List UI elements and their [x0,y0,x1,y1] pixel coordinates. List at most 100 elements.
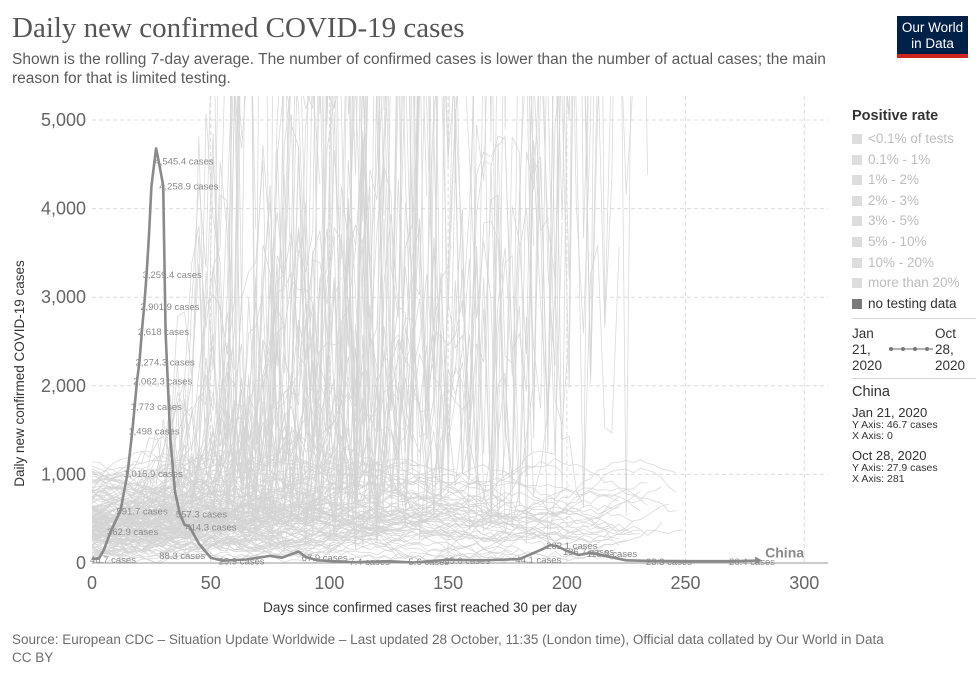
x-tick-label: 250 [671,573,701,593]
data-label: 1,498 cases [128,426,179,437]
series-line-china [91,147,760,564]
data-labels: 46.7 cases 362.9 cases 591.7 cases 1,015.9 … [90,156,775,568]
background-country-line [92,536,256,552]
y-tick-label: 5,000 [41,110,86,130]
owid-logo[interactable]: Our World in Data [897,16,968,58]
background-country-line [92,471,506,529]
legend-label: 10% - 20% [868,254,935,270]
legend-label: 3% - 5% [868,213,920,229]
background-country-line [92,507,413,524]
legend-swatch [852,154,862,165]
legend-label: 0.1% - 1% [868,151,931,167]
legend-title: Positive rate [852,108,939,124]
legend-item[interactable]: 3% - 5% [852,211,977,232]
series-end-label: China [765,545,804,561]
background-country-line [92,517,328,534]
background-country-line [92,492,399,526]
background-country-line [92,96,442,542]
legend-swatch [852,257,862,268]
background-country-line [92,96,322,525]
background-country-line [92,491,420,563]
legend-item[interactable]: no testing data [852,294,977,315]
data-label: 44.1 cases [515,555,561,566]
data-label: 2,062.3 cases [133,376,192,387]
legend-swatch [852,236,862,247]
background-country-line [92,96,291,523]
tooltip-start: Jan 21, 2020 Y Axis: 46.7 cases X Axis: … [852,405,938,442]
legend-label: more than 20% [868,275,960,291]
background-country-line [92,519,328,539]
legend-swatch [852,278,862,289]
data-label: 23.3 cases [646,557,692,568]
tooltip-start-date: Jan 21, 2020 [852,405,928,420]
background-country-line [92,487,321,542]
tooltip-end-y: Y Axis: 27.9 cases [852,462,938,474]
x-axis-label: Days since confirmed cases first reached… [263,600,577,615]
data-label: 67.9 cases [302,553,348,564]
series-end-marker [755,556,763,565]
axes: 0 1,000 2,000 3,000 4,000 5,000 0 50 100 150 200 25… [12,110,828,615]
x-tick-label: 300 [789,573,819,593]
y-tick-label: 4,000 [41,199,86,219]
background-country-line [92,512,435,537]
data-label: 414.3 cases [185,522,236,533]
data-label: 2,274.3 cases [135,357,194,368]
x-tick-label: 50 [201,573,221,593]
background-country-line [92,476,427,520]
background-country-line [92,467,677,542]
timeline-start-year: 2020 [852,358,883,373]
logo-line-2: in Data [911,36,954,51]
tooltip-start-x: X Axis: 0 [852,430,893,442]
y-tick-label: 0 [76,553,86,573]
background-country-line [92,96,242,519]
legend-item[interactable]: 0.1% - 1% [852,150,977,171]
license-note: CC BY [12,649,54,665]
timeline-dot [901,347,905,351]
data-label: 35.6 cases [444,556,490,567]
logo-line-1: Our World [901,20,964,35]
background-country-line [92,513,264,533]
legend-swatch [852,195,862,206]
line-chart: 0 1,000 2,000 3,000 4,000 5,000 0 50 100 150 200 25… [12,96,828,615]
data-label: 3,259.4 cases [143,270,202,281]
background-country-line [92,461,563,541]
timeline-start-label: Jan 21, 2020 [852,326,882,374]
background-country-line [92,516,520,559]
legend-item[interactable]: 1% - 2% [852,170,977,191]
timeline-start-handle[interactable] [889,347,893,351]
timeline-end-label: Oct 28, 2020 [935,326,965,374]
legend-swatch [852,175,862,186]
timeline-end-handle[interactable] [925,347,929,351]
legend-item[interactable]: more than 20% [852,273,977,294]
legend-label: 1% - 2% [868,172,920,188]
legend-label: no testing data [868,295,957,311]
timeline-start-month: Jan [852,326,874,341]
data-label: 1,773 cases [131,402,182,413]
data-label: 136.7 cases [563,547,614,558]
background-country-line [92,96,454,552]
x-tick-label: 200 [552,573,582,593]
y-tick-label: 3,000 [41,287,86,307]
tooltip-country: China [852,384,890,400]
background-country-line [92,530,591,558]
tooltip-end-x: X Axis: 281 [852,473,905,485]
data-label: 1,015.9 cases [124,469,183,480]
timeline-slider[interactable] [886,343,936,355]
legend-label: 5% - 10% [868,233,927,249]
legend-swatch [852,298,862,309]
data-label: 591.7 cases [116,507,167,518]
background-country-line [92,508,527,555]
background-country-line [92,539,392,552]
chart-subtitle: Shown is the rolling 7-day average. The … [12,51,826,87]
source-note: Source: European CDC – Situation Update … [12,632,884,647]
data-label: 25.9 cases [219,557,265,568]
legend-item[interactable]: <0.1% of tests [852,129,977,150]
data-label: 115.3 cases [587,549,638,560]
background-country-line [92,515,627,547]
x-tick-label: 150 [433,573,463,593]
legend-item[interactable]: 2% - 3% [852,191,977,212]
legend-item[interactable]: 10% - 20% [852,253,977,274]
tooltip-end-date: Oct 28, 2020 [852,448,927,463]
background-country-line [92,530,548,561]
legend-item[interactable]: 5% - 10% [852,232,977,253]
